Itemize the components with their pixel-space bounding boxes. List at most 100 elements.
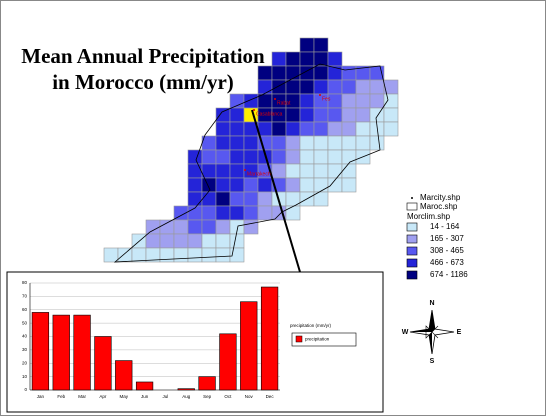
grid-cell	[313, 79, 329, 95]
y-tick-label: 70	[22, 294, 28, 299]
grid-cell	[257, 191, 273, 207]
grid-cell	[243, 93, 259, 109]
grid-cell	[299, 107, 315, 123]
bar	[260, 286, 279, 391]
grid-cell	[229, 247, 245, 263]
grid-cell	[201, 219, 217, 235]
compass: N S E W	[402, 300, 462, 365]
grid-cell	[285, 135, 301, 151]
x-tick-label: Jun	[141, 394, 149, 399]
grid-cell	[299, 121, 315, 137]
grid-cell	[341, 163, 357, 179]
city-dot	[253, 109, 255, 111]
grid-cells	[103, 37, 399, 263]
grid-cell	[327, 121, 343, 137]
grid-cell	[355, 93, 371, 109]
grid-cell	[341, 177, 357, 193]
grid-cell	[229, 107, 245, 123]
grid-cell	[243, 149, 259, 165]
grid-cell	[103, 247, 119, 263]
grid-cell	[327, 163, 343, 179]
grid-cell	[215, 191, 231, 207]
grid-cell	[271, 51, 287, 67]
legend-label: 674 - 1186	[430, 270, 468, 279]
x-tick-label: May	[119, 394, 128, 399]
compass-s: S	[430, 358, 435, 365]
grid-cell	[257, 177, 273, 193]
city-label: Fes	[322, 96, 331, 102]
city-label: Marrakech	[247, 171, 271, 177]
grid-cell	[299, 51, 315, 67]
grid-cell	[327, 65, 343, 81]
grid-cell	[215, 149, 231, 165]
grid-cell	[369, 79, 385, 95]
grid-cell	[131, 247, 147, 263]
grid-cell	[257, 205, 273, 221]
grid-cell	[341, 107, 357, 123]
x-tick-label: Dec	[266, 394, 275, 399]
grid-cell	[187, 177, 203, 193]
grid-cell	[313, 163, 329, 179]
grid-cell	[215, 205, 231, 221]
grid-cell	[229, 233, 245, 249]
grid-cell	[145, 233, 161, 249]
grid-cell	[201, 177, 217, 193]
y-tick-label: 10	[22, 374, 28, 379]
grid-cell	[313, 149, 329, 165]
bar	[31, 312, 50, 391]
pointer-line	[251, 109, 301, 273]
grid-cell	[271, 121, 287, 137]
x-tick-label: Aug	[182, 394, 191, 399]
grid-cell	[243, 219, 259, 235]
city-dot	[319, 94, 321, 96]
bar	[115, 360, 133, 391]
grid-cell	[229, 149, 245, 165]
bar	[52, 314, 70, 391]
grid-cell	[201, 247, 217, 263]
legend-box	[291, 332, 357, 347]
legend-label: precipitation	[305, 337, 330, 342]
grid-cell	[215, 219, 231, 235]
x-tick-label: Jan	[37, 394, 45, 399]
compass-shade	[410, 310, 435, 354]
grid-cell	[327, 135, 343, 151]
y-tick-label: 20	[22, 360, 28, 365]
grid-cell	[313, 37, 329, 53]
grid-cell	[285, 65, 301, 81]
grid-cell	[341, 65, 357, 81]
grid-cell	[285, 163, 301, 179]
grid-cell	[285, 121, 301, 137]
grid-cell	[383, 93, 399, 109]
legend-label: Morclim.shp	[407, 212, 451, 221]
grid-cell	[299, 135, 315, 151]
grid-cell	[271, 135, 287, 151]
legend-dot	[411, 197, 413, 199]
x-tick-label: Apr	[99, 394, 107, 399]
grid-cell	[327, 107, 343, 123]
grid-cell	[215, 233, 231, 249]
grid-cell	[229, 135, 245, 151]
y-tick-label: 60	[22, 307, 28, 312]
grid-cell	[341, 135, 357, 151]
grid-cell	[285, 107, 301, 123]
grid-cell	[229, 177, 245, 193]
city-dot	[274, 98, 276, 100]
x-tick-label: Nov	[245, 394, 254, 399]
grid-cell	[215, 121, 231, 137]
grid-cell	[383, 121, 399, 137]
grid-cell	[145, 219, 161, 235]
x-tick-label: Mar	[78, 394, 86, 399]
bar	[219, 333, 237, 391]
x-tick-label: Oct	[224, 394, 232, 399]
grid-cell	[187, 149, 203, 165]
title-line: in Morocco (mm/yr)	[52, 70, 234, 94]
grid-cell	[271, 163, 287, 179]
grid-cell	[313, 65, 329, 81]
grid-cell	[187, 247, 203, 263]
grid-cell	[285, 177, 301, 193]
grid-cell	[187, 233, 203, 249]
grid-cell	[243, 191, 259, 207]
x-tick-label: Sep	[203, 394, 212, 399]
grid-cell	[355, 107, 371, 123]
